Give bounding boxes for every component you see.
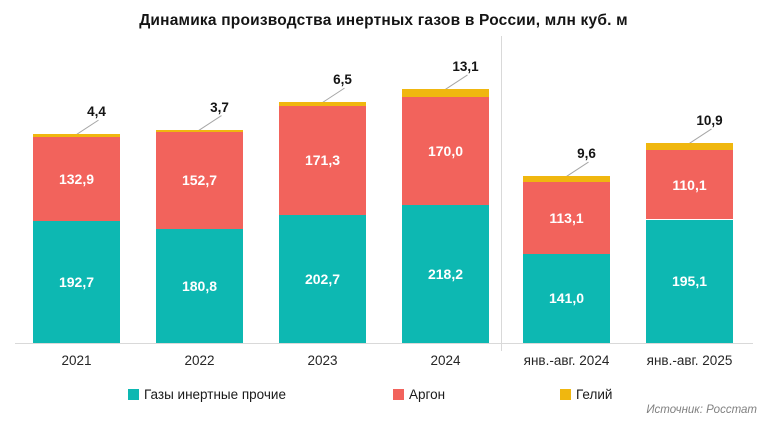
bar-segment-1 (279, 106, 366, 215)
bar-value-label: 192,7 (58, 274, 95, 290)
bar-segment-0 (33, 221, 120, 343)
legend-label: Газы инертные прочие (144, 386, 286, 402)
bar-value-label: 171,3 (304, 152, 341, 169)
bar-value-label: 113,1 (549, 209, 584, 226)
bar-value-label: 195,1 (671, 273, 708, 290)
bar-segment-1 (402, 97, 489, 205)
bar-segment-1 (33, 136, 120, 222)
bar-value-label: 170,0 (427, 143, 464, 160)
period-divider-line (501, 36, 502, 351)
x-axis-label: янв.-авг. 2024 (523, 353, 610, 368)
bar-segment-1 (646, 149, 733, 220)
bar-segment-0 (279, 214, 366, 343)
x-axis-label: 2023 (307, 353, 338, 368)
helium-value-label: 10,9 (696, 112, 723, 128)
x-axis-line (15, 343, 753, 344)
legend-swatch-icon (393, 388, 404, 400)
bar-segment-2 (646, 142, 733, 150)
helium-value-label: 3,7 (210, 99, 229, 115)
x-axis-label: янв.-авг. 2025 (646, 353, 733, 368)
helium-value-label: 6,5 (333, 72, 352, 88)
legend-item-2: Гелий (560, 386, 612, 402)
x-axis-label: 2024 (430, 353, 461, 368)
bar-segment-0 (156, 228, 243, 343)
bar-segment-2 (156, 129, 243, 132)
bar-segment-0 (646, 219, 733, 343)
bar-segment-2 (523, 176, 610, 183)
bar-segment-0 (523, 253, 610, 343)
bar-segment-2 (279, 102, 366, 107)
bar-value-label: 218,2 (427, 265, 464, 282)
bar-segment-1 (523, 182, 610, 254)
legend-swatch-icon (560, 388, 571, 400)
legend-label: Гелий (576, 386, 613, 402)
x-axis-label: 2022 (184, 353, 215, 368)
helium-value-label: 13,1 (452, 58, 479, 74)
bar-segment-2 (33, 134, 120, 137)
legend-swatch-icon (128, 388, 139, 400)
bar-value-label: 132,9 (58, 170, 95, 187)
bar-value-label: 202,7 (304, 270, 341, 287)
bar-value-label: 141,0 (548, 290, 585, 307)
bar-value-label: 152,7 (181, 172, 218, 189)
bar-value-label: 180,8 (181, 277, 218, 294)
helium-value-label: 4,4 (87, 104, 106, 120)
legend-label: Аргон (409, 386, 446, 402)
bar-segment-1 (156, 131, 243, 229)
bar-segment-2 (402, 88, 489, 98)
legend-item-1: Аргон (393, 386, 445, 402)
helium-value-label: 9,6 (577, 146, 596, 162)
bar-value-label: 110,1 (672, 176, 707, 193)
x-axis-label: 2021 (61, 353, 92, 368)
legend-item-0: Газы инертные прочие (128, 386, 286, 402)
source-note: Источник: Росстат (646, 404, 757, 416)
bar-segment-0 (402, 204, 489, 343)
chart-title: Динамика производства инертных газов в Р… (139, 12, 628, 29)
